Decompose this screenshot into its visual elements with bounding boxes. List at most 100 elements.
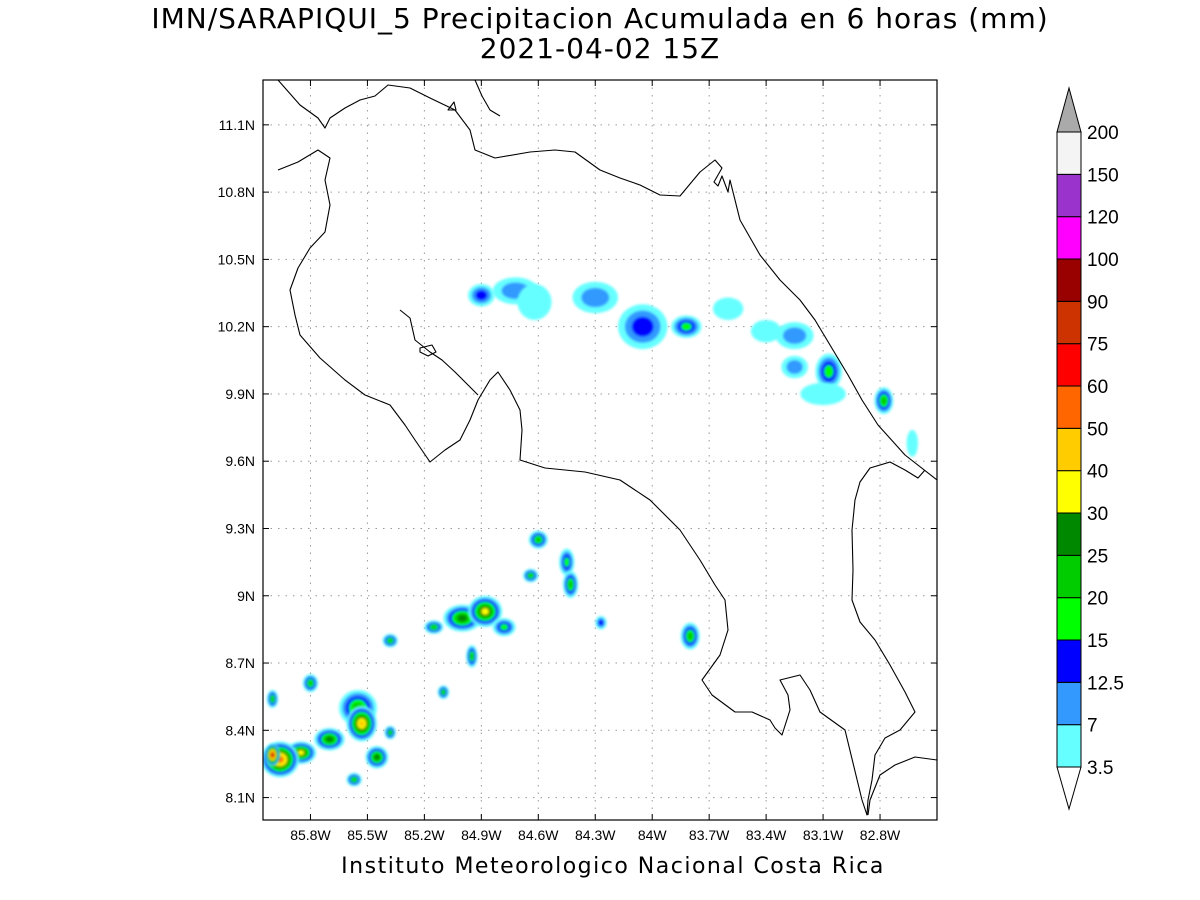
colorbar-label: 50 xyxy=(1087,419,1108,440)
lat-tick-label: 10.5N xyxy=(218,251,255,267)
precip-contour xyxy=(824,365,834,378)
colorbar-legend: 3.5 7 12.5 15 20 25 30 40 50 60 75 90 100 120 150 200 xyxy=(1056,86,1124,811)
lon-tick-label: 83.1W xyxy=(803,827,844,843)
precipitation-field xyxy=(263,277,919,787)
precip-cell xyxy=(468,595,503,628)
precip-contour xyxy=(351,777,357,782)
precip-contour xyxy=(431,625,437,630)
coastline-caribbean-north xyxy=(277,80,937,481)
precip-cell xyxy=(815,353,843,390)
colorbar-swatch xyxy=(1056,681,1082,726)
precip-contour xyxy=(687,632,693,640)
precip-cell xyxy=(781,355,808,379)
lon-tick-label: 84W xyxy=(638,827,668,843)
colorbar-under-triangle xyxy=(1056,766,1082,811)
precip-contour xyxy=(800,382,846,406)
colorbar-swatch xyxy=(1056,385,1082,429)
colorbar-label: 60 xyxy=(1087,377,1108,398)
precip-cell xyxy=(562,571,579,599)
colorbar-label: 100 xyxy=(1087,250,1119,271)
lon-tick-label: 85.5W xyxy=(347,827,388,843)
lat-tick-label: 9.6N xyxy=(225,453,255,469)
nicoya-lake xyxy=(419,344,437,357)
precip-cell xyxy=(424,620,444,634)
precip-cell xyxy=(346,772,362,787)
precip-contour xyxy=(358,720,365,727)
lat-tick-label: 8.1N xyxy=(225,790,255,806)
lon-tick-label: 84.9W xyxy=(461,827,502,843)
precip-contour xyxy=(297,750,305,756)
axis-ticks: 85.8W 85.5W 85.2W 84.9W 84.6W 84.3W 84W 83.7W 83… xyxy=(218,80,937,843)
precip-contour xyxy=(581,287,610,308)
colorbar-label: 30 xyxy=(1087,504,1108,525)
colorbar-label: 150 xyxy=(1087,165,1119,186)
lon-tick-label: 83.7W xyxy=(689,827,730,843)
precip-contour xyxy=(388,730,393,735)
precip-cell xyxy=(302,674,319,693)
colorbar-label: 120 xyxy=(1087,208,1119,229)
panama-border xyxy=(867,756,937,816)
precip-contour xyxy=(631,316,654,337)
colorbar-swatch xyxy=(1056,639,1082,683)
colorbar-over-triangle xyxy=(1056,86,1082,133)
precip-cell xyxy=(314,728,345,751)
lat-tick-label: 9.3N xyxy=(225,520,255,536)
colorbar-swatch xyxy=(1056,724,1082,768)
precip-cell xyxy=(800,382,846,406)
credit-text: Instituto Meteorologico Nacional Costa R… xyxy=(341,854,885,879)
colorbar-label: 75 xyxy=(1087,335,1108,356)
map-title: IMN/SARAPIQUI_5 Precipitacion Acumulada … xyxy=(151,2,1049,35)
precip-contour xyxy=(481,608,489,615)
nicoya-peninsula xyxy=(399,309,479,396)
lat-tick-label: 9.9N xyxy=(225,386,255,402)
colorbar-swatch xyxy=(1056,343,1082,387)
precip-cell xyxy=(528,530,548,549)
lat-tick-label: 10.8N xyxy=(218,184,255,200)
precip-cell xyxy=(750,319,782,343)
precip-cell xyxy=(437,685,450,699)
precip-contour xyxy=(598,619,604,626)
lat-tick-label: 9N xyxy=(237,588,255,604)
precip-contour xyxy=(750,319,782,343)
precip-contour xyxy=(270,752,275,757)
precip-contour xyxy=(906,429,919,457)
precip-contour xyxy=(786,360,803,374)
colorbar-label: 40 xyxy=(1087,462,1108,483)
precip-contour xyxy=(270,696,275,702)
colorbar-label: 20 xyxy=(1087,589,1108,610)
precip-contour xyxy=(500,624,509,631)
colorbar-label: 25 xyxy=(1087,546,1108,567)
precip-contour xyxy=(475,290,488,301)
precip-contour xyxy=(469,653,474,660)
precip-cell xyxy=(680,622,700,650)
precip-cell xyxy=(906,429,919,457)
lat-tick-label: 10.2N xyxy=(218,319,255,335)
colorbar-swatch xyxy=(1056,512,1082,556)
lat-tick-label: 8.4N xyxy=(225,722,255,738)
colorbar-swatch xyxy=(1056,258,1082,302)
colorbar-swatch xyxy=(1056,427,1082,472)
lon-tick-label: 84.3W xyxy=(575,827,616,843)
precip-cell xyxy=(492,618,516,637)
precip-cell xyxy=(874,387,894,415)
colorbar-label: 90 xyxy=(1087,292,1108,313)
colorbar-swatch xyxy=(1056,131,1082,175)
map-subtitle: 2021-04-02 15Z xyxy=(479,32,721,65)
precip-cell xyxy=(572,281,619,314)
precip-contour xyxy=(325,736,334,742)
precip-cell xyxy=(266,689,279,708)
lon-tick-label: 85.2W xyxy=(404,827,445,843)
precip-contour xyxy=(568,580,573,589)
precip-contour xyxy=(441,690,446,695)
precip-cell xyxy=(559,548,575,576)
precip-cell xyxy=(365,746,389,769)
lat-tick-label: 8.7N xyxy=(225,655,255,671)
lon-tick-label: 83.4W xyxy=(746,827,787,843)
precip-contour xyxy=(528,573,533,578)
lon-tick-label: 84.6W xyxy=(518,827,559,843)
colorbar-label: 3.5 xyxy=(1087,758,1113,779)
colorbar-swatch xyxy=(1056,173,1082,218)
precip-contour xyxy=(308,680,313,686)
precip-contour xyxy=(782,327,807,344)
